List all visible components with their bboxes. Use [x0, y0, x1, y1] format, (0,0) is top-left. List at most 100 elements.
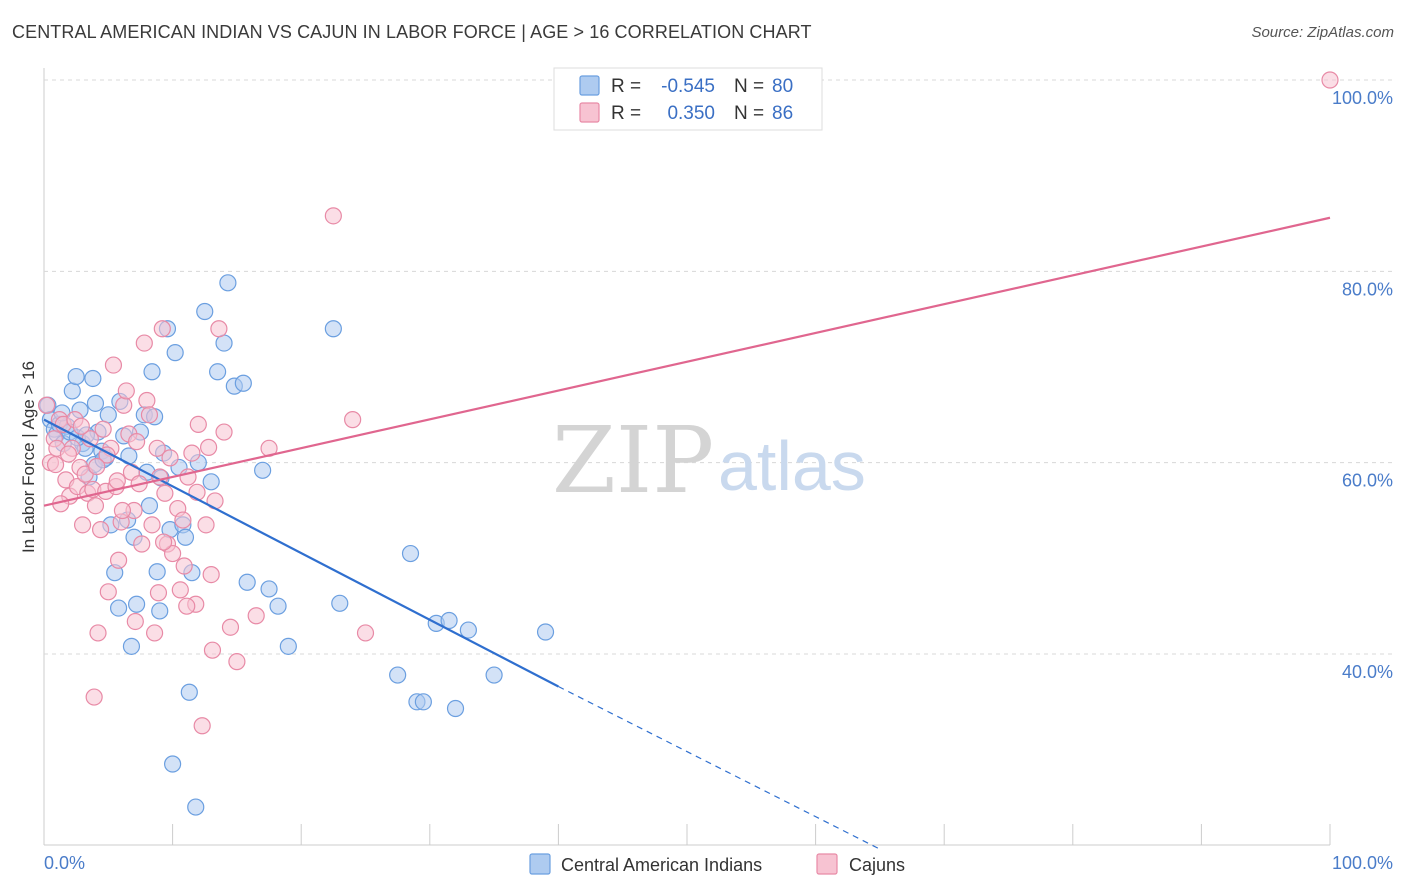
scatter-point	[344, 411, 362, 429]
legend-n-label-2: N =	[734, 103, 764, 124]
scatter-point	[122, 637, 141, 655]
scatter-point	[161, 449, 179, 467]
scatter-point	[89, 624, 107, 642]
bottom-legend-swatch-blue	[529, 853, 551, 875]
scatter-point	[37, 396, 56, 414]
scatter-point	[151, 602, 169, 620]
scatter-point	[109, 551, 128, 569]
scatter-point	[459, 621, 477, 639]
scatter-point	[153, 320, 171, 338]
legend-n-label-1: N =	[734, 76, 764, 97]
legend-r-value-2: 0.350	[667, 103, 715, 124]
scatter-point	[221, 618, 240, 636]
scatter-point	[140, 497, 159, 515]
scatter-point	[180, 683, 198, 701]
scatter-point	[117, 382, 135, 400]
scatter-point	[197, 516, 215, 534]
scatter-point	[174, 511, 192, 529]
scatter-point	[115, 396, 133, 414]
y-axis-label: In Labor Force | Age > 16	[19, 361, 38, 553]
scatter-point	[440, 611, 458, 630]
scatter-point	[176, 528, 195, 546]
scatter-point	[269, 597, 287, 615]
scatter-point	[203, 641, 222, 659]
legend-swatch-blue	[579, 75, 600, 96]
series-central-american-indians	[39, 274, 555, 816]
y-tick-label: 80.0%	[1342, 279, 1393, 299]
scatter-point	[414, 693, 432, 711]
legend-r-label-1: R =	[611, 76, 641, 97]
scatter-point	[145, 624, 164, 642]
scatter-point	[210, 320, 228, 338]
trend-line-blue	[43, 418, 559, 688]
scatter-point	[108, 472, 126, 490]
scatter-point	[219, 274, 237, 292]
scatter-point	[85, 688, 103, 706]
scatter-point	[113, 501, 132, 520]
scatter-point	[193, 717, 211, 735]
scatter-point	[536, 623, 555, 641]
scatter-point	[156, 484, 174, 502]
scatter-point	[401, 544, 420, 563]
scatter-point	[143, 363, 161, 381]
scatter-point	[59, 445, 78, 463]
scatter-point	[485, 666, 503, 684]
scatter-point	[254, 461, 272, 479]
scatter-point	[324, 207, 342, 225]
legend-r-value-1: -0.545	[661, 76, 715, 97]
scatter-point	[86, 394, 105, 412]
scatter-point	[260, 580, 278, 598]
scatter-point	[324, 320, 342, 338]
scatter-point	[331, 594, 349, 612]
scatter-point	[135, 334, 153, 352]
scatter-point	[446, 699, 465, 718]
scatter-point	[215, 334, 233, 352]
gridlines	[44, 79, 1393, 655]
scatter-point	[109, 599, 128, 617]
scatter-point	[86, 497, 105, 515]
series-cajuns	[37, 71, 1339, 735]
y-tick-label: 60.0%	[1342, 471, 1393, 491]
y-tick-labels: 40.0% 60.0% 80.0% 100.0%	[1332, 88, 1393, 682]
scatter-point	[175, 557, 193, 575]
scatter-point	[171, 581, 189, 599]
scatter-point	[99, 583, 117, 601]
scatter-point	[234, 374, 252, 392]
scatter-point	[99, 406, 117, 424]
legend-box: R = -0.545 N = 80 R = 0.350 N = 86	[553, 67, 823, 131]
bottom-legend-label-1: Central American Indians	[561, 855, 762, 875]
scatter-point	[84, 369, 102, 388]
scatter-point	[356, 624, 375, 642]
legend-r-label-2: R =	[611, 103, 641, 124]
scatter-point	[104, 356, 123, 374]
scatter-point	[196, 302, 214, 321]
scatter-point	[238, 573, 256, 591]
scatter-point	[202, 565, 220, 584]
scatter-point	[389, 666, 407, 684]
scatter-point	[63, 382, 81, 400]
legend-n-value-1: 80	[772, 76, 793, 97]
scatter-point	[148, 563, 166, 581]
trend-line-pink	[43, 216, 1331, 507]
scatter-point	[126, 612, 144, 631]
scatter-point	[247, 607, 265, 625]
legend-n-value-2: 86	[772, 103, 793, 124]
scatter-point	[209, 363, 227, 381]
scatter-point	[94, 420, 112, 438]
x-tick-label-min: 0.0%	[44, 853, 85, 873]
scatter-point	[154, 533, 173, 551]
scatter-point	[133, 535, 151, 553]
trend-line-blue-extension	[558, 685, 881, 850]
scatter-point	[46, 455, 65, 474]
y-tick-label: 40.0%	[1342, 662, 1393, 682]
scatter-point	[127, 433, 146, 451]
bottom-legend-label-2: Cajuns	[849, 855, 905, 875]
scatter-point	[164, 755, 182, 773]
bottom-legend-swatch-pink	[816, 853, 838, 875]
scatter-point	[149, 584, 168, 602]
scatter-point	[183, 444, 201, 462]
scatter-point	[189, 415, 207, 433]
watermark-zip: ZIP	[552, 407, 714, 514]
scatter-point	[228, 653, 246, 671]
